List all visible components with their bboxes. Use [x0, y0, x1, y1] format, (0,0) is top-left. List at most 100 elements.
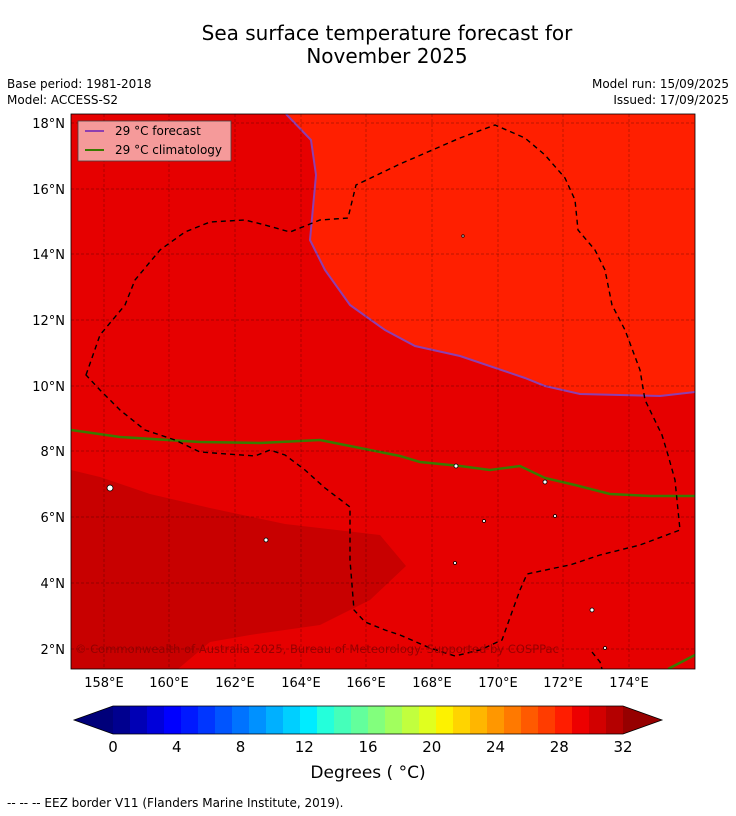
island — [453, 463, 459, 469]
map-area: © Commonwealth of Australia 2025, Bureau… — [71, 114, 695, 669]
colorbar-cell — [164, 706, 182, 734]
islands — [106, 234, 607, 650]
colorbar-cell — [198, 706, 216, 734]
colorbar-tick-label: 32 — [613, 738, 632, 756]
climatology-contour-29c-corner — [667, 653, 695, 669]
colorbar-under-arrow — [74, 706, 113, 734]
colorbar-tick-label: 12 — [295, 738, 314, 756]
colorbar-tick-label: 28 — [550, 738, 569, 756]
latitude-tick-label: 10°N — [32, 380, 65, 395]
colorbar-cell — [453, 706, 471, 734]
colorbar-cell — [300, 706, 318, 734]
colorbar-outline — [72, 705, 664, 735]
forecast-contour-29c — [285, 114, 695, 398]
latitude-tick-label: 18°N — [32, 117, 65, 132]
island — [542, 479, 548, 485]
island — [482, 519, 486, 523]
island — [589, 607, 595, 613]
colorbar-cell — [402, 706, 420, 734]
colorbar-cell — [351, 706, 369, 734]
colorbar-cell — [470, 706, 488, 734]
island — [263, 537, 269, 543]
colorbar-cell — [147, 706, 165, 734]
island — [603, 646, 607, 650]
colorbar-cell — [249, 706, 267, 734]
map-frame — [70, 113, 696, 670]
colorbar-cell — [113, 706, 131, 734]
colorbar-over-arrow — [623, 706, 662, 734]
page-title: Sea surface temperature forecast for Nov… — [0, 22, 736, 68]
latitude-tick-label: 4°N — [41, 577, 66, 592]
colorbar-tick-label: 20 — [422, 738, 441, 756]
issued-date: Issued: 17/09/2025 — [613, 93, 729, 107]
colorbar-tick-label: 8 — [236, 738, 246, 756]
colorbar-cell — [606, 706, 624, 734]
longitude-tick-label: 160°E — [149, 676, 189, 691]
legend-box — [77, 120, 232, 162]
legend-forecast-label: 29 °C forecast — [115, 124, 201, 138]
colorbar-cell — [215, 706, 233, 734]
island — [553, 514, 557, 518]
colorbar-cells — [113, 706, 624, 734]
colorbar-cell — [283, 706, 301, 734]
map-gridlines — [71, 114, 695, 669]
title-line-1: Sea surface temperature forecast for — [201, 21, 573, 45]
eez-border-fsm — [85, 124, 681, 657]
climatology-contour-29c — [71, 428, 695, 498]
longitude-tick-label: 158°E — [84, 676, 124, 691]
colorbar-tick-label: 0 — [108, 738, 118, 756]
colorbar-cell — [317, 706, 335, 734]
colorbar-cell — [487, 706, 505, 734]
latitude-tick-label: 6°N — [41, 511, 66, 526]
colorbar-cell — [232, 706, 250, 734]
map-legend: 29 °C forecast 29 °C climatology — [77, 120, 232, 162]
island — [461, 234, 465, 238]
copyright-text: © Commonwealth of Australia 2025, Bureau… — [75, 642, 559, 656]
colorbar-cell — [181, 706, 199, 734]
eez-border-fragment — [591, 651, 603, 669]
longitude-tick-label: 168°E — [412, 676, 452, 691]
eez-borders — [85, 124, 681, 669]
longitude-tick-label: 172°E — [543, 676, 583, 691]
latitude-tick-label: 8°N — [41, 445, 66, 460]
longitude-tick-label: 164°E — [281, 676, 321, 691]
colorbar-cell — [589, 706, 607, 734]
colorbar-cell — [419, 706, 437, 734]
colorbar-tick-labels: 0 4 8 12 16 20 24 28 32 — [108, 738, 632, 756]
sst-region-warmest — [286, 114, 695, 396]
eez-footnote: -- -- -- EEZ border V11 (Flanders Marine… — [7, 796, 344, 810]
colorbar-cell — [538, 706, 556, 734]
colorbar-cell — [368, 706, 386, 734]
longitude-tick-label: 162°E — [215, 676, 255, 691]
latitude-tick-label: 14°N — [32, 248, 65, 263]
colorbar-label: Degrees ( °C) — [310, 763, 426, 783]
longitude-tick-label: 170°E — [478, 676, 518, 691]
colorbar-cell — [572, 706, 590, 734]
sst-region-hot — [71, 470, 406, 669]
colorbar-tick-label: 24 — [486, 738, 505, 756]
latitude-tick-labels: 18°N 16°N 14°N 12°N 10°N 8°N 6°N 4°N 2°N — [32, 117, 65, 658]
latitude-tick-label: 16°N — [32, 183, 65, 198]
colorbar: 0 4 8 12 16 20 24 28 32 — [72, 705, 664, 756]
island — [453, 561, 457, 565]
legend-climatology-label: 29 °C climatology — [115, 143, 222, 157]
longitude-tick-labels: 158°E 160°E 162°E 164°E 166°E 168°E 170°E 172°E… — [84, 676, 649, 691]
model-name: Model: ACCESS-S2 — [7, 93, 119, 107]
meta-right: Model run: 15/09/2025 Issued: 17/09/2025 — [592, 76, 729, 108]
colorbar-tick-label: 16 — [358, 738, 377, 756]
colorbar-cell — [334, 706, 352, 734]
longitude-tick-label: 166°E — [346, 676, 386, 691]
colorbar-cell — [521, 706, 539, 734]
colorbar-cell — [436, 706, 454, 734]
base-period: Base period: 1981-2018 — [7, 77, 152, 91]
title-line-2: November 2025 — [306, 44, 468, 68]
island — [106, 484, 114, 492]
latitude-tick-label: 2°N — [41, 643, 66, 658]
colorbar-cell — [504, 706, 522, 734]
longitude-tick-label: 174°E — [609, 676, 649, 691]
colorbar-cell — [385, 706, 403, 734]
colorbar-cell — [266, 706, 284, 734]
model-run: Model run: 15/09/2025 — [591, 77, 729, 91]
colorbar-cell — [555, 706, 573, 734]
